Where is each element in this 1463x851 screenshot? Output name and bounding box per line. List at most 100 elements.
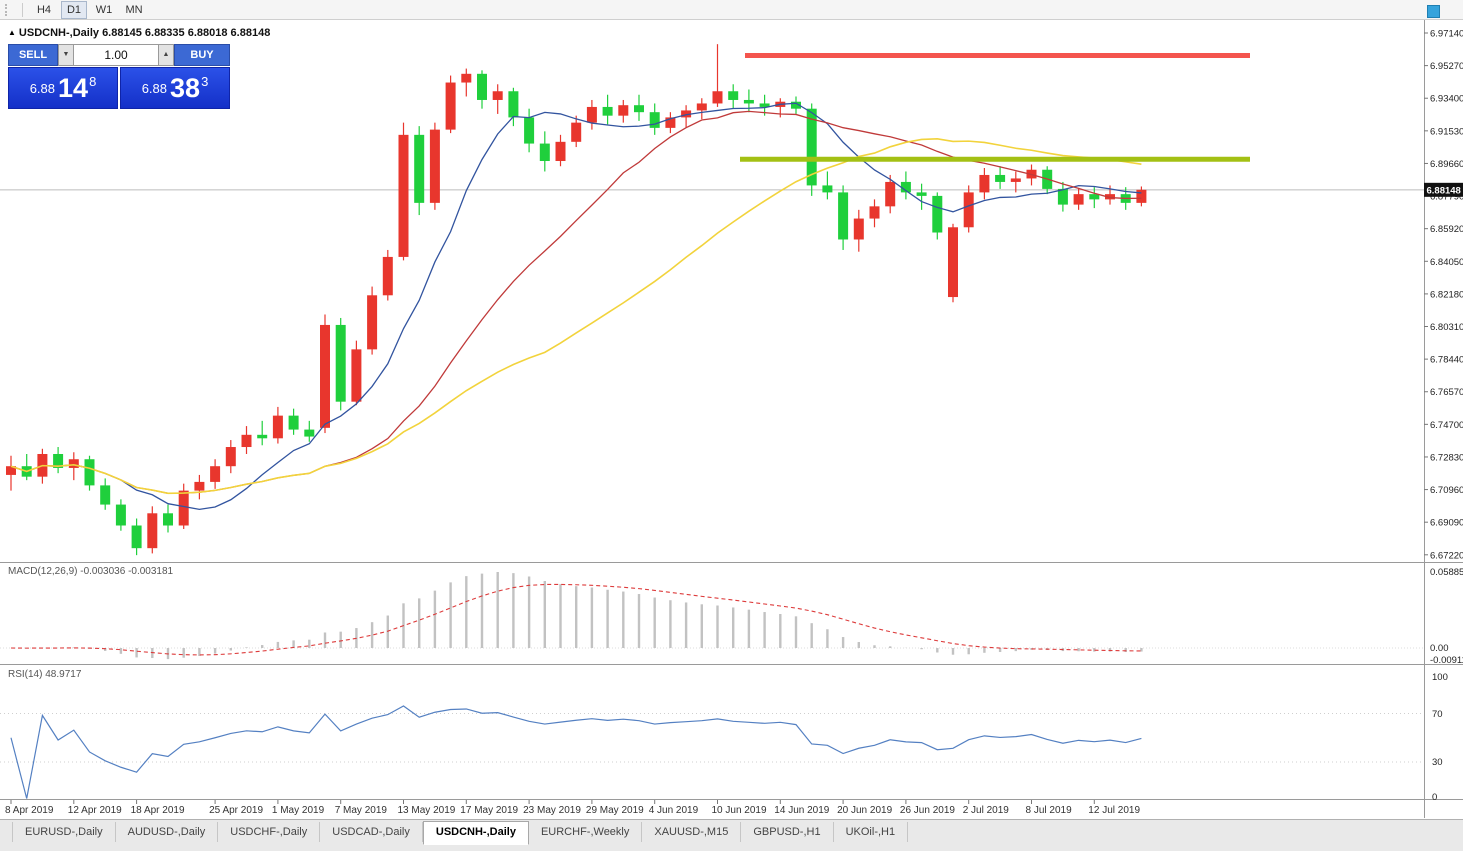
candle-down [743, 99, 754, 104]
rsi-axis-label: 30 [1432, 757, 1443, 768]
candle-up [194, 481, 205, 491]
chart-tab[interactable]: EURUSD-,Daily [12, 822, 116, 842]
date-tick-label: 13 May 2019 [398, 805, 456, 816]
candle-down [1057, 188, 1068, 205]
candle-down [916, 192, 927, 196]
candle-up [367, 295, 378, 350]
timeframe-button-mn[interactable]: MN [125, 3, 143, 16]
candle-down [728, 91, 739, 100]
chart-symbol-ohlc-header: ▲ USDCNH-,Daily 6.88145 6.88335 6.88018 6… [8, 27, 270, 39]
date-tick-label: 12 Apr 2019 [68, 805, 122, 816]
date-tick-label: 4 Jun 2019 [649, 805, 699, 816]
candle-up [445, 82, 456, 130]
candle-down [163, 513, 173, 526]
candle-up [210, 466, 221, 482]
candle-up [979, 174, 990, 193]
buy-button[interactable]: BUY [174, 44, 230, 66]
low-value: 6.88018 [187, 27, 228, 39]
candle-up [555, 141, 566, 162]
candle-down [524, 117, 535, 144]
timeframe-button-d1[interactable]: D1 [61, 0, 87, 19]
rsi-line [10, 705, 1142, 799]
date-tick-label: 1 May 2019 [272, 805, 325, 816]
chart-tab[interactable]: UKOil-,H1 [834, 822, 909, 842]
candle-up [712, 91, 723, 104]
sell-button[interactable]: SELL [8, 44, 58, 66]
collapse-triangle-icon[interactable]: ▲ [8, 28, 16, 37]
chart-tab[interactable]: USDCHF-,Daily [218, 822, 321, 842]
macd-signal-line [10, 583, 1142, 656]
buy-price-pips: 38 [170, 72, 201, 103]
chart-area[interactable]: 6.97140 6.95270 6.93400 6.91530 6.89660 6.877… [0, 20, 1463, 820]
ma-fast-line [10, 102, 1142, 511]
high-value: 6.88335 [144, 27, 185, 39]
candle-up [696, 103, 707, 111]
candle-down [53, 453, 64, 468]
macd-indicator-label: MACD(12,26,9) -0.003036 -0.003181 [8, 566, 174, 577]
volume-spinner-up-icon[interactable]: ▲ [158, 44, 174, 66]
candle-up [68, 459, 79, 468]
chart-tab-active[interactable]: USDCNH-,Daily [422, 821, 529, 845]
date-tick-label: 20 Jun 2019 [837, 805, 892, 816]
date-tick-label: 7 May 2019 [335, 805, 388, 816]
chart-tab[interactable]: GBPUSD-,H1 [741, 822, 834, 842]
candle-up [1073, 194, 1084, 205]
price-tick-label: 6.85920 [1430, 224, 1463, 235]
date-tick-label: 17 May 2019 [460, 805, 518, 816]
candle-down [634, 105, 644, 113]
date-tick-label: 12 Jul 2019 [1088, 805, 1140, 816]
candle-up [492, 91, 503, 100]
candle-up [1010, 178, 1021, 182]
timeframe-button-h4[interactable]: H4 [36, 3, 52, 16]
candle-down [1089, 194, 1100, 200]
sell-price-pips: 14 [58, 72, 89, 103]
price-tick-label: 6.72830 [1430, 452, 1463, 463]
candle-down [414, 134, 425, 203]
candle-down [649, 112, 660, 128]
price-tick-label: 6.67220 [1430, 550, 1463, 561]
buy-price-figure: 6.88 [141, 80, 168, 96]
date-tick-label: 14 Jun 2019 [774, 805, 829, 816]
rsi-axis-label: 0 [1432, 792, 1437, 803]
candle-up [225, 447, 236, 467]
sell-price-figure: 6.88 [29, 80, 56, 96]
chart-tab[interactable]: XAUUSD-,M15 [642, 822, 742, 842]
candle-down [508, 91, 519, 118]
sell-price-display[interactable]: 6.88 14 8 [8, 67, 118, 109]
candle-up [885, 181, 896, 207]
candle-up [1136, 189, 1147, 203]
candle-up [681, 110, 692, 118]
candle-down [131, 525, 142, 549]
candle-down [257, 434, 268, 439]
candle-down [602, 106, 613, 116]
candle-down [838, 192, 849, 240]
date-tick-label: 25 Apr 2019 [209, 805, 263, 816]
candle-up [398, 134, 409, 257]
chart-tab[interactable]: USDCAD-,Daily [320, 822, 423, 842]
candle-down [84, 459, 95, 486]
timeframe-button-w1[interactable]: W1 [95, 3, 113, 16]
chart-tab[interactable]: AUDUSD-,Daily [116, 822, 219, 842]
chart-scroll-button[interactable] [1427, 5, 1440, 18]
candle-up [320, 324, 330, 428]
buy-price-display[interactable]: 6.88 38 3 [120, 67, 230, 109]
current-price-tag [1424, 182, 1463, 197]
rsi-axis-label: 70 [1432, 709, 1443, 720]
volume-input[interactable]: 1.00 [74, 44, 158, 66]
volume-dropdown-icon[interactable]: ▼ [58, 44, 74, 66]
candle-down [932, 195, 943, 233]
chart-tab[interactable]: EURCHF-,Weekly [529, 822, 643, 842]
toolbar-separator [22, 2, 23, 17]
ma-slow-line [10, 137, 1142, 495]
candle-up [853, 218, 864, 240]
candle-up [241, 434, 252, 448]
open-value: 6.88145 [102, 27, 142, 39]
candle-up [178, 490, 189, 526]
one-click-trading-panel: SELL ▼ 1.00 ▲ BUY 6.88 14 8 6.88 38 3 [8, 44, 230, 109]
candle-up [571, 122, 582, 142]
date-tick-label: 8 Jul 2019 [1026, 805, 1073, 816]
candle-down [806, 108, 817, 186]
toolbar-grip[interactable] [5, 3, 10, 16]
candle-up [429, 129, 440, 203]
